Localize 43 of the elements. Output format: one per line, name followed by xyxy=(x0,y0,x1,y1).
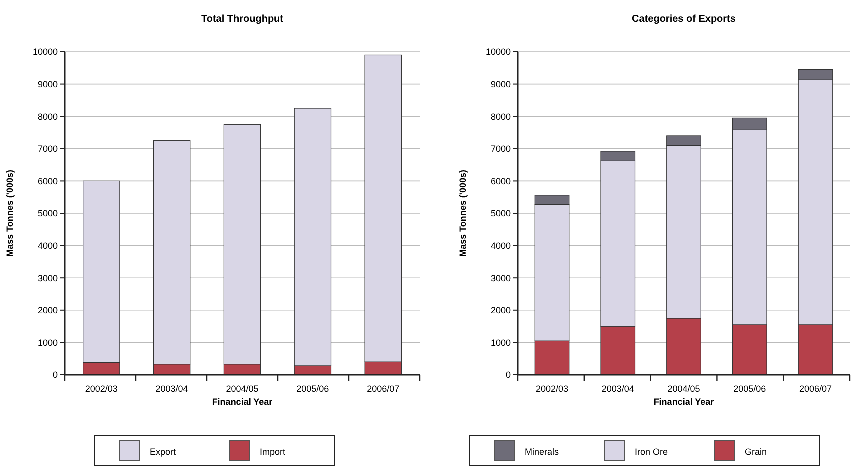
legend-label: Export xyxy=(150,447,177,457)
legend-label: Grain xyxy=(745,447,768,457)
x-tick-label: 2006/07 xyxy=(367,384,400,394)
y-tick-label: 8000 xyxy=(38,112,58,122)
legend-label: Iron Ore xyxy=(635,447,668,457)
y-tick-label: 1000 xyxy=(38,338,58,348)
y-tick-label: 0 xyxy=(506,370,511,380)
y-tick-label: 3000 xyxy=(38,273,58,284)
y-tick-label: 5000 xyxy=(38,208,58,219)
chart-title: Categories of Exports xyxy=(632,14,736,25)
legend-label: Minerals xyxy=(525,447,560,457)
y-tick-label: 2000 xyxy=(38,306,58,316)
x-axis-title: Financial Year xyxy=(212,397,274,407)
x-tick-label: 2002/03 xyxy=(85,384,118,394)
y-tick-label: 9000 xyxy=(490,79,511,90)
y-tick-label: 5000 xyxy=(490,208,511,219)
x-tick-label: 2005/06 xyxy=(734,384,766,394)
y-tick-label: 10000 xyxy=(486,47,511,58)
legend-label: Import xyxy=(260,447,286,457)
y-tick-label: 10000 xyxy=(32,47,58,58)
y-tick-label: 3000 xyxy=(490,273,511,284)
y-tick-label: 7000 xyxy=(490,144,511,154)
chart-title: Total Throughput xyxy=(201,14,284,25)
x-tick-label: 2004/05 xyxy=(226,384,259,394)
x-tick-label: 2003/04 xyxy=(602,384,634,394)
y-axis-title: Mass Tonnes ('000s) xyxy=(458,170,468,258)
y-tick-label: 2000 xyxy=(490,306,511,316)
y-tick-label: 8000 xyxy=(490,112,511,122)
y-tick-label: 4000 xyxy=(490,240,511,251)
x-axis-title: Financial Year xyxy=(654,397,715,407)
y-tick-label: 9000 xyxy=(38,79,58,90)
y-tick-label: 1000 xyxy=(490,338,511,348)
x-tick-label: 2004/05 xyxy=(668,384,700,394)
y-tick-label: 4000 xyxy=(38,240,58,251)
y-tick-label: 0 xyxy=(52,370,58,380)
x-tick-label: 2003/04 xyxy=(156,384,188,394)
y-axis-title: Mass Tonnes ('000s) xyxy=(5,170,15,258)
y-tick-label: 7000 xyxy=(38,144,58,154)
x-tick-label: 2002/03 xyxy=(536,384,569,394)
x-tick-label: 2006/07 xyxy=(799,384,832,394)
y-tick-label: 6000 xyxy=(38,176,58,186)
x-tick-label: 2005/06 xyxy=(296,384,330,394)
y-tick-label: 6000 xyxy=(490,176,511,186)
